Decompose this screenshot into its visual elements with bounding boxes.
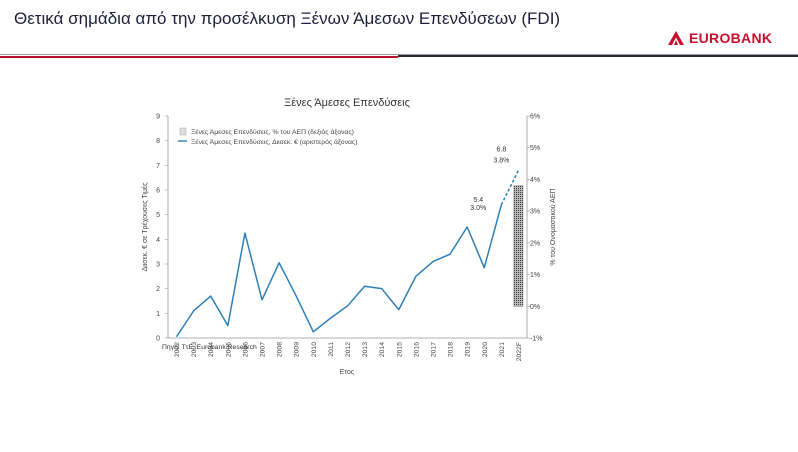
legend-bar-swatch (179, 127, 187, 136)
x-tick-label: 2007 (260, 342, 267, 357)
x-tick-label: 2021 (499, 342, 506, 357)
left-tick-label: 2 (156, 286, 160, 293)
header-divider-grey (0, 54, 798, 55)
x-tick-label: 2005 (225, 342, 232, 357)
y2-axis-label: % του Ονομαστικού ΑΕΠ (549, 188, 557, 265)
left-tick-label: 1 (156, 311, 160, 318)
x-tick-label: 2017 (430, 342, 437, 357)
fdi-line-forecast (500, 169, 520, 206)
bar-2022f (513, 185, 524, 307)
x-axis-label: Ετος (340, 369, 355, 376)
left-tick-label: 6 (156, 188, 160, 195)
x-tick-label: 2016 (413, 342, 420, 357)
left-tick-label: 3 (156, 262, 160, 269)
bar-series (513, 185, 524, 307)
right-tick-label: 6% (530, 114, 540, 121)
x-axis-ticks: 2002 2003 2004 2005 2006 2007 2008 2009 2010 2011… (174, 342, 523, 361)
left-tick-label: 8 (156, 138, 160, 145)
x-tick-label: 2014 (379, 342, 386, 357)
x-tick-label: 2004 (208, 342, 215, 357)
x-tick-label: 2010 (311, 342, 318, 357)
logo-text: EUROBANK (689, 30, 773, 46)
x-tick-label: 2019 (465, 342, 472, 357)
x-tick-label: 2020 (482, 342, 489, 357)
eurobank-mark-icon (668, 31, 684, 45)
annotation-label: 6.8 (496, 146, 506, 153)
right-tick-label: 1% (530, 272, 540, 279)
legend-bar-label: Ξένες Άμεσες Επενδύσεις, % του ΑΕΠ (δεξι… (191, 128, 354, 136)
right-tick-label: 3% (530, 209, 540, 216)
right-tick-label: 0% (530, 304, 540, 311)
x-tick-label: 2022F (516, 342, 523, 361)
x-tick-label: 2006 (242, 342, 249, 357)
x-tick-label: 2013 (362, 342, 369, 357)
eurobank-logo: EUROBANK (668, 30, 772, 46)
left-tick-label: 7 (156, 163, 160, 170)
left-tick-label: 4 (156, 237, 160, 244)
x-tick-label: 2015 (396, 342, 403, 357)
left-axis-ticks: 0 1 2 3 4 5 6 7 8 9 (156, 114, 168, 343)
x-tick-label: 2008 (277, 342, 284, 357)
page-title: Θετικά σημάδια από την προσέλκυση Ξένων … (14, 9, 561, 28)
left-tick-label: 9 (156, 114, 160, 121)
y-axis-label: Διισεκ. € σε Τρέχουσες Τιμές (141, 182, 149, 272)
right-tick-label: 2% (530, 240, 540, 247)
line-series (175, 169, 520, 338)
chart-title: Ξένες Άμεσες Επενδύσεις (284, 97, 410, 109)
left-tick-label: 5 (156, 212, 160, 219)
chart-legend: Ξένες Άμεσες Επενδύσεις, % του ΑΕΠ (δεξι… (178, 127, 357, 146)
legend-line-label: Ξένες Άμεσες Επενδύσεις, Διισεκ. € (αρισ… (191, 138, 357, 146)
left-tick-label: 0 (156, 336, 160, 343)
x-tick-label: 2003 (191, 342, 198, 357)
x-tick-label: 2018 (448, 342, 455, 357)
fdi-line-actual (175, 204, 503, 338)
right-tick-label: -1% (530, 336, 542, 343)
header-divider-red (0, 56, 398, 58)
right-tick-label: 5% (530, 145, 540, 152)
x-tick-label: 2012 (345, 342, 352, 357)
annotation-label: 3.8% (493, 157, 509, 164)
annotations: 6.8 3.8% 5.43.0% (470, 146, 509, 212)
x-tick-label: 2009 (294, 342, 301, 357)
annotation-label: 5.4 (473, 197, 483, 204)
source-note: Πηγή: ΤτΕ, Eurobank Research (162, 344, 257, 351)
right-axis-ticks: -1% 0% 1% 2% 3% 4% 5% 6% (527, 114, 542, 343)
chart-axes (167, 116, 528, 339)
x-tick-label: 2002 (174, 342, 181, 357)
x-tick-label: 2011 (328, 342, 335, 357)
right-tick-label: 4% (530, 177, 540, 184)
annotation-label: 3.0% (470, 205, 486, 212)
header-divider-dark (398, 55, 798, 57)
